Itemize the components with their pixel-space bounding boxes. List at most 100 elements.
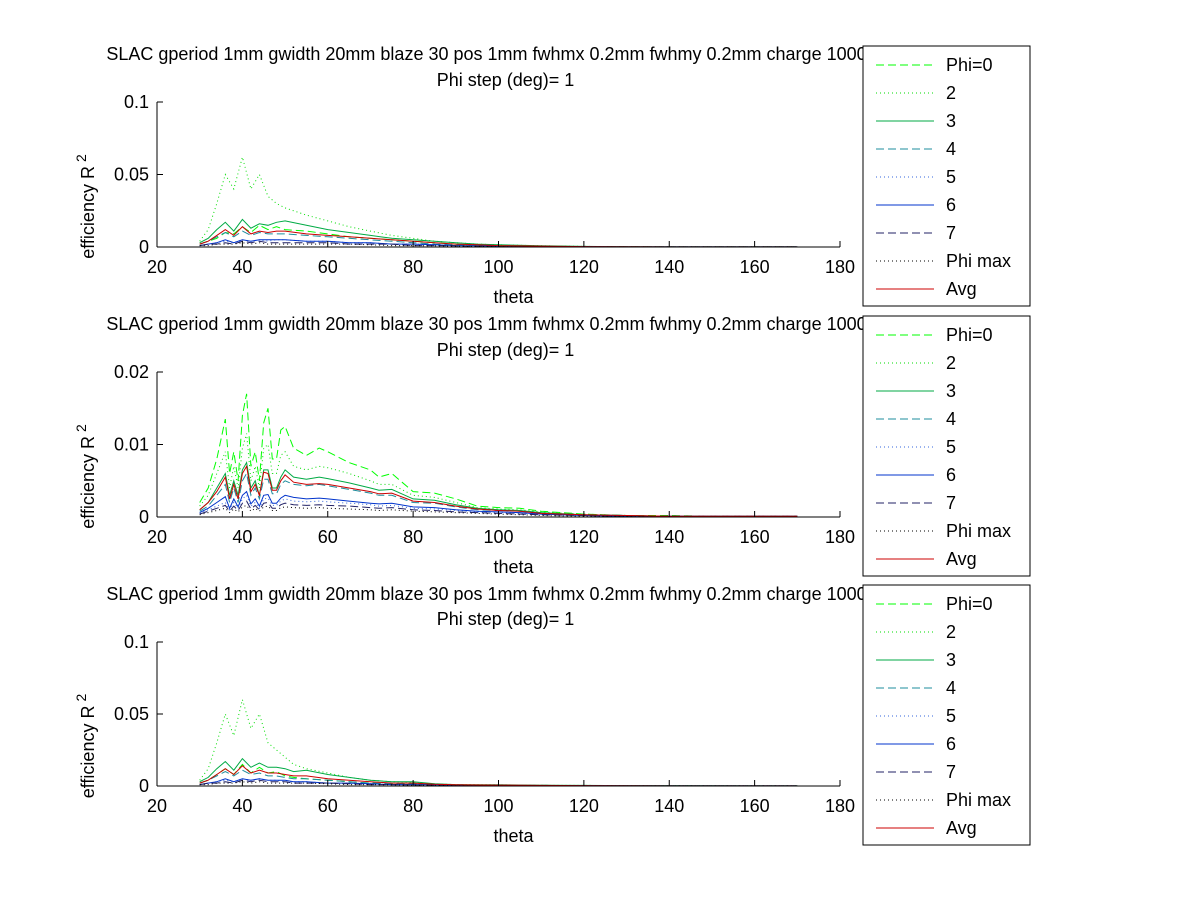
legend-label-4: 4 [946,409,956,429]
chart-title: SLAC gperiod 1mm gwidth 20mm blaze 30 po… [106,44,986,64]
legend-label-9: Avg [946,818,977,838]
x-tick-label: 120 [569,796,599,816]
chart-panel-2: SLAC gperiod 1mm gwidth 20mm blaze 30 po… [73,314,1031,577]
legend-label-2: 2 [946,622,956,642]
chart-subtitle: Phi step (deg)= 1 [437,340,575,360]
y-axis-label-superscript: 2 [73,424,89,432]
y-tick-label: 0 [139,507,149,527]
series-line-1 [199,393,798,517]
chart-subtitle: Phi step (deg)= 1 [437,70,575,90]
x-tick-label: 40 [232,527,252,547]
y-tick-label: 0 [139,776,149,796]
series-line-3 [199,461,798,517]
legend: Phi=0 2 3 4 5 6 7 Phi max Avg [862,315,1031,577]
x-tick-label: 120 [569,257,599,277]
legend-label-8: Phi max [946,521,1011,541]
legend-label-9: Avg [946,279,977,299]
y-axis-label: efficiency R 2 [73,424,98,529]
legend-label-7: 7 [946,493,956,513]
y-tick-label: 0.05 [114,704,149,724]
x-tick-label: 120 [569,527,599,547]
legend-label-4: 4 [946,678,956,698]
y-axis-label-superscript: 2 [73,154,89,162]
y-axis-label: efficiency R 2 [73,154,98,259]
legend-label-4: 4 [946,139,956,159]
x-tick-label: 40 [232,257,252,277]
chart-subtitle: Phi step (deg)= 1 [437,609,575,629]
legend-box [862,315,1031,577]
x-tick-label: 100 [483,257,513,277]
legend-label-3: 3 [946,111,956,131]
legend: Phi=0 2 3 4 5 6 7 Phi max Avg [862,45,1031,307]
chart-title: SLAC gperiod 1mm gwidth 20mm blaze 30 po… [106,584,986,604]
series-line-9 [199,464,798,517]
legend-label-8: Phi max [946,790,1011,810]
legend-label-2: 2 [946,353,956,373]
y-tick-label: 0 [139,237,149,257]
x-tick-label: 40 [232,796,252,816]
x-tick-label: 180 [825,527,855,547]
x-tick-label: 80 [403,257,423,277]
x-axis-label: theta [493,826,534,846]
legend-label-5: 5 [946,167,956,187]
legend-label-7: 7 [946,223,956,243]
y-tick-label: 0.1 [124,632,149,652]
y-tick-label: 0.05 [114,165,149,185]
legend-box [862,45,1031,307]
legend-label-5: 5 [946,706,956,726]
legend-label-6: 6 [946,195,956,215]
x-tick-label: 180 [825,257,855,277]
legend-label-7: 7 [946,762,956,782]
legend: Phi=0 2 3 4 5 6 7 Phi max Avg [862,584,1031,846]
series-line-7 [199,779,798,787]
x-tick-label: 180 [825,796,855,816]
series-lines [199,393,798,517]
y-tick-label: 0.1 [124,92,149,112]
series-line-2 [199,697,798,787]
x-tick-label: 140 [654,527,684,547]
y-axis-label-superscript: 2 [73,694,89,702]
legend-label-1: Phi=0 [946,55,993,75]
legend-label-6: 6 [946,734,956,754]
legend-label-6: 6 [946,465,956,485]
x-tick-label: 60 [318,527,338,547]
x-tick-label: 160 [740,527,770,547]
x-tick-label: 140 [654,257,684,277]
x-tick-label: 160 [740,257,770,277]
chart-panel-3: SLAC gperiod 1mm gwidth 20mm blaze 30 po… [73,584,1031,846]
x-tick-label: 60 [318,796,338,816]
x-tick-label: 100 [483,796,513,816]
x-tick-label: 80 [403,527,423,547]
x-tick-label: 160 [740,796,770,816]
chart-panel-1: SLAC gperiod 1mm gwidth 20mm blaze 30 po… [73,44,1031,307]
x-tick-label: 20 [147,796,167,816]
legend-label-9: Avg [946,549,977,569]
legend-box [862,584,1031,846]
legend-label-3: 3 [946,381,956,401]
legend-label-1: Phi=0 [946,594,993,614]
series-line-7 [199,500,798,517]
x-tick-label: 100 [483,527,513,547]
x-axis-label: theta [493,287,534,307]
legend-label-3: 3 [946,650,956,670]
x-axis-label: theta [493,557,534,577]
y-axis-label: efficiency R 2 [73,694,98,799]
x-tick-label: 20 [147,257,167,277]
y-axis-label-text: efficiency R [78,436,98,529]
x-tick-label: 140 [654,796,684,816]
series-line-6 [199,490,798,517]
y-tick-label: 0.02 [114,362,149,382]
legend-label-2: 2 [946,83,956,103]
y-tick-label: 0.01 [114,435,149,455]
legend-label-1: Phi=0 [946,325,993,345]
x-tick-label: 60 [318,257,338,277]
legend-label-8: Phi max [946,251,1011,271]
y-axis-label-text: efficiency R [78,166,98,259]
chart-title: SLAC gperiod 1mm gwidth 20mm blaze 30 po… [106,314,986,334]
x-tick-label: 20 [147,527,167,547]
y-axis-label-text: efficiency R [78,706,98,799]
legend-label-5: 5 [946,437,956,457]
series-line-8 [199,242,798,248]
x-tick-label: 80 [403,796,423,816]
